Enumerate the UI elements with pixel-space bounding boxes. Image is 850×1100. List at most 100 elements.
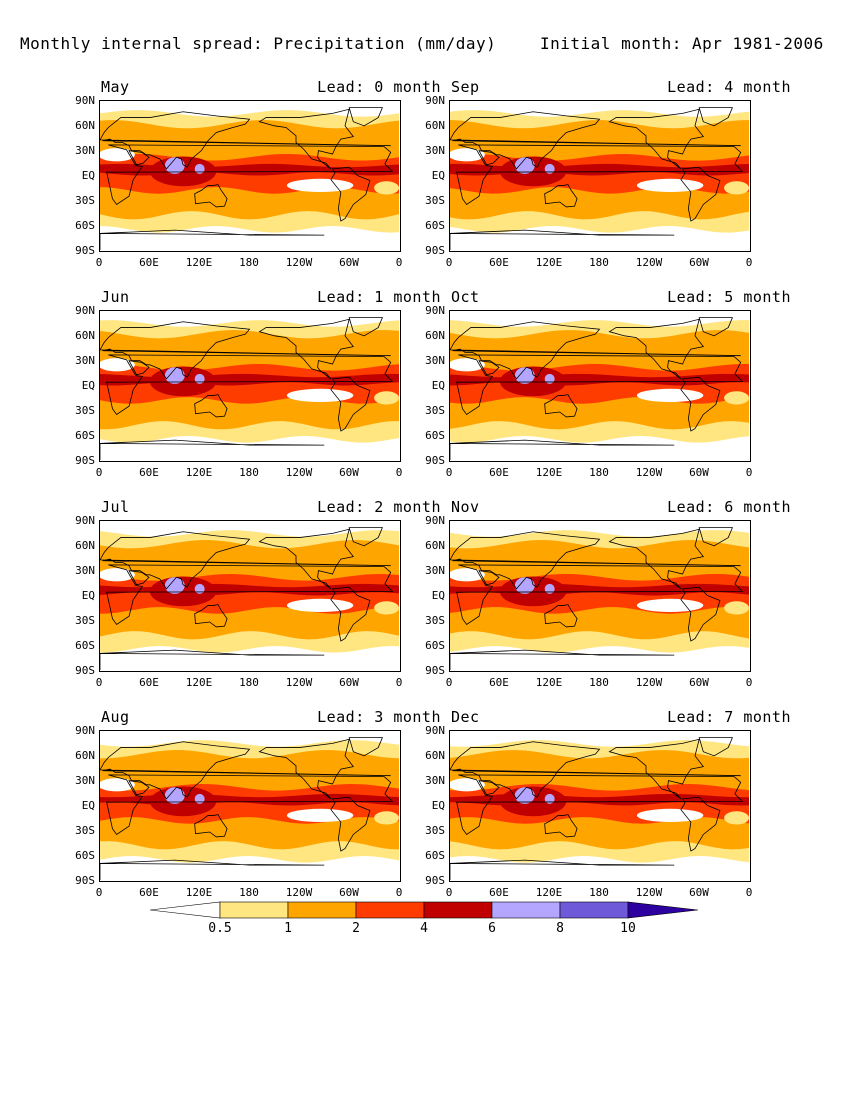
- coastline: [608, 318, 705, 380]
- coastline: [680, 796, 721, 852]
- colorbar-arrow-low: [150, 901, 221, 919]
- lon-tick-label: 0: [745, 466, 753, 479]
- coastline: [544, 604, 578, 628]
- lon-tick-label: 180: [239, 256, 259, 269]
- lat-tick-label: 30S: [75, 404, 95, 417]
- lon-tick-label: 180: [589, 676, 609, 689]
- lon-tick-label: 0: [445, 256, 453, 269]
- lon-tick-label: 60W: [339, 466, 359, 479]
- coastline: [450, 531, 741, 590]
- precip-shading: [636, 178, 704, 193]
- colorbar-segment: [355, 901, 425, 919]
- figure-title: Monthly internal spread: Precipitation (…: [20, 34, 497, 53]
- lon-tick-label: 0: [445, 886, 453, 899]
- precip-shading: [514, 577, 535, 594]
- precip-map: [449, 730, 751, 882]
- coastline: [450, 649, 675, 670]
- lat-tick-label: 30N: [75, 774, 95, 787]
- precip-shading: [286, 808, 354, 823]
- lon-tick-label: 180: [589, 886, 609, 899]
- lat-tick-label: 90N: [425, 724, 445, 737]
- lon-tick-label: 0: [395, 256, 403, 269]
- lat-tick-label: 90N: [75, 304, 95, 317]
- lon-tick-label: 120E: [535, 886, 563, 899]
- precip-shading: [636, 808, 704, 823]
- lat-tick-label: 60N: [425, 119, 445, 132]
- precip-shading: [450, 163, 749, 176]
- coastline: [100, 229, 325, 250]
- precip-shading: [514, 787, 535, 804]
- coastline: [608, 738, 705, 800]
- figure-subtitle: Initial month: Apr 1981-2006: [540, 34, 824, 53]
- colorbar-segment: [559, 901, 629, 919]
- precip-shading: [374, 391, 399, 405]
- lat-tick-label: EQ: [431, 589, 445, 602]
- map-panel: Oct Lead: 5 month 90N 60N 30N EQ 30S 60S 90S 0 60E…: [425, 288, 801, 479]
- lon-tick-label: 60W: [339, 886, 359, 899]
- panel-month-label: May: [101, 78, 130, 96]
- colorbar-tick-label: 4: [420, 921, 428, 936]
- lon-tick-label: 60E: [489, 676, 509, 689]
- lon-tick-label: 0: [95, 886, 103, 899]
- map-canvas: [450, 317, 749, 460]
- lat-tick-label: 60N: [425, 329, 445, 342]
- lat-tick-label: 60N: [75, 119, 95, 132]
- precip-map: [449, 520, 751, 672]
- lat-tick-label: 60N: [75, 329, 95, 342]
- panel-lead-label: Lead: 7 month: [667, 708, 791, 726]
- precip-shading: [286, 598, 354, 613]
- colorbar-tick-label: 1: [284, 921, 292, 936]
- lon-tick-label: 60E: [139, 886, 159, 899]
- coastline: [258, 528, 355, 590]
- coastline: [128, 570, 150, 586]
- panel-month-label: Jun: [101, 288, 130, 306]
- precip-shading: [164, 787, 185, 804]
- coastline: [106, 774, 394, 836]
- lon-tick-label: 60W: [689, 676, 709, 689]
- precip-shading: [374, 181, 399, 195]
- coastline: [478, 780, 500, 796]
- map-canvas: [100, 317, 399, 460]
- precip-shading: [194, 163, 205, 174]
- lat-tick-label: 30N: [75, 144, 95, 157]
- precip-shading: [544, 583, 555, 594]
- lat-tick-label: 30S: [75, 824, 95, 837]
- lat-tick-label: 60N: [425, 749, 445, 762]
- map-panel: May Lead: 0 month 90N 60N 30N EQ 30S 60S 90S 0 60E…: [75, 78, 451, 269]
- coastline: [450, 111, 741, 170]
- coastline: [100, 321, 391, 380]
- lat-tick-label: 30N: [425, 144, 445, 157]
- lon-tick-label: 120W: [285, 466, 313, 479]
- lon-tick-label: 60W: [339, 676, 359, 689]
- lon-tick-label: 0: [395, 886, 403, 899]
- precip-shading: [450, 358, 485, 372]
- precip-shading: [194, 373, 205, 384]
- coastline: [544, 184, 578, 208]
- coastline: [106, 144, 394, 206]
- precip-shading: [514, 157, 535, 174]
- lat-tick-label: 90S: [425, 454, 445, 467]
- lon-tick-label: 180: [239, 466, 259, 479]
- precip-shading: [149, 156, 217, 187]
- precip-shading: [100, 373, 399, 386]
- lat-tick-label: 90N: [425, 304, 445, 317]
- precip-shading: [724, 181, 749, 195]
- coastline: [698, 527, 733, 547]
- coastline: [608, 108, 705, 170]
- panel-lead-label: Lead: 1 month: [317, 288, 441, 306]
- precip-shading: [499, 786, 567, 817]
- colorbar-tick-label: 10: [620, 921, 636, 936]
- precip-shading: [194, 583, 205, 594]
- panel-lead-label: Lead: 2 month: [317, 498, 441, 516]
- lat-tick-label: 30S: [425, 404, 445, 417]
- coastline: [258, 318, 355, 380]
- coastline: [450, 439, 675, 460]
- precip-shading: [544, 793, 555, 804]
- map-canvas: [450, 527, 749, 670]
- lon-tick-label: 0: [395, 466, 403, 479]
- lat-tick-label: 30S: [425, 614, 445, 627]
- lat-tick-label: 90N: [425, 94, 445, 107]
- map-canvas: [100, 527, 399, 670]
- precip-shading: [194, 793, 205, 804]
- coastline: [348, 317, 383, 337]
